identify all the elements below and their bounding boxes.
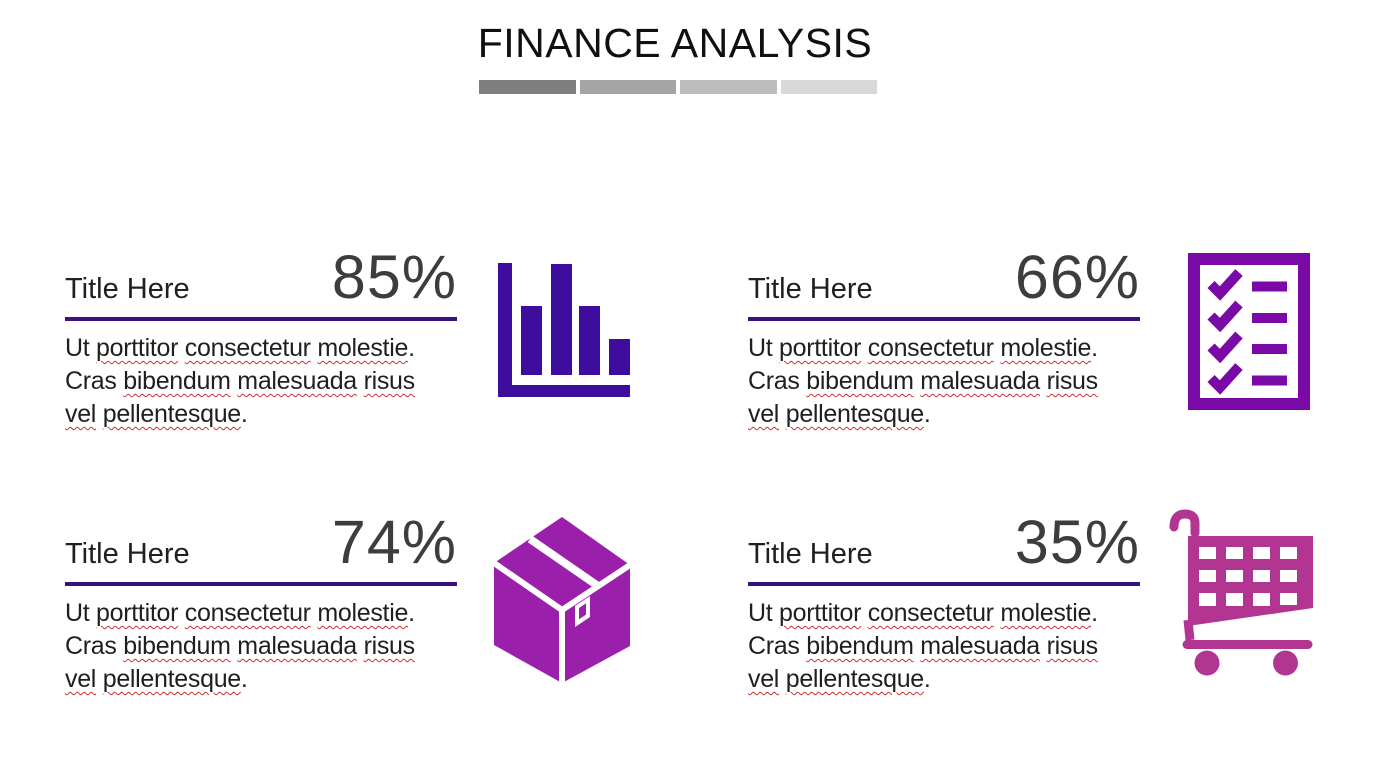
card-percent: 85% xyxy=(331,243,457,311)
card-body-line: Cras bibendum malesuada risus xyxy=(748,367,1098,395)
card-body-line: Cras bibendum malesuada risus xyxy=(65,367,415,395)
card-title: Title Here xyxy=(748,273,873,305)
card-percent: 66% xyxy=(1014,243,1140,311)
card-body-line: vel pellentesque. xyxy=(65,665,248,693)
metric-card-1: Title Here 85% Ut porttitor consectetur … xyxy=(65,247,457,431)
card-title-row: Title Here 85% xyxy=(65,247,457,308)
card-body-line: Cras bibendum malesuada risus xyxy=(748,632,1098,660)
metric-card-4: Title Here 35% Ut porttitor consectetur … xyxy=(748,512,1140,696)
progress-segment xyxy=(579,80,676,94)
card-title: Title Here xyxy=(748,538,873,570)
card-title: Title Here xyxy=(65,538,190,570)
card-body: Ut porttitor consectetur molestie. Cras b… xyxy=(65,332,457,431)
card-percent: 35% xyxy=(1014,508,1140,576)
card-body-line: vel pellentesque. xyxy=(748,400,931,428)
progress-segment xyxy=(479,80,576,94)
bar-chart-icon xyxy=(498,263,630,397)
card-body-line: Ut porttitor consectetur molestie. xyxy=(65,334,415,362)
card-body-line: Ut porttitor consectetur molestie. xyxy=(65,599,415,627)
card-title-row: Title Here 74% xyxy=(65,512,457,573)
card-divider xyxy=(748,317,1140,321)
card-divider xyxy=(65,582,457,586)
card-title-row: Title Here 35% xyxy=(748,512,1140,573)
progress-segment xyxy=(680,80,777,94)
checklist-icon xyxy=(1188,253,1310,410)
card-body-line: Cras bibendum malesuada risus xyxy=(65,632,415,660)
card-title: Title Here xyxy=(65,273,190,305)
card-body-line: Ut porttitor consectetur molestie. xyxy=(748,599,1098,627)
progress-segment xyxy=(780,80,877,94)
title-progress-bar xyxy=(479,80,877,94)
card-body-line: Ut porttitor consectetur molestie. xyxy=(748,334,1098,362)
card-title-row: Title Here 66% xyxy=(748,247,1140,308)
card-body: Ut porttitor consectetur molestie. Cras b… xyxy=(748,597,1140,696)
metric-card-2: Title Here 66% Ut porttitor consectetur … xyxy=(748,247,1140,431)
shopping-cart-icon xyxy=(1158,506,1318,684)
card-body-line: vel pellentesque. xyxy=(748,665,931,693)
card-divider xyxy=(65,317,457,321)
card-divider xyxy=(748,582,1140,586)
package-box-icon xyxy=(492,514,632,686)
metric-card-3: Title Here 74% Ut porttitor consectetur … xyxy=(65,512,457,696)
card-body: Ut porttitor consectetur molestie. Cras b… xyxy=(748,332,1140,431)
card-percent: 74% xyxy=(331,508,457,576)
slide-title: FINANCE ANALYSIS xyxy=(477,20,873,66)
card-body: Ut porttitor consectetur molestie. Cras b… xyxy=(65,597,457,696)
card-body-line: vel pellentesque. xyxy=(65,400,248,428)
